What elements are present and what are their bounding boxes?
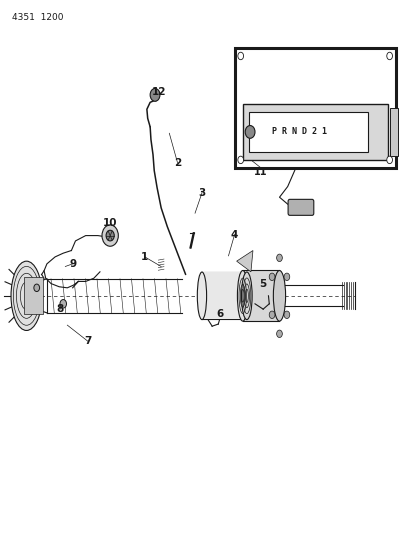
Circle shape [106, 230, 114, 241]
Text: 9: 9 [69, 259, 76, 269]
Text: 6: 6 [216, 310, 223, 319]
Text: 5: 5 [259, 279, 267, 288]
Circle shape [269, 311, 275, 319]
Text: 1: 1 [141, 252, 149, 262]
Text: 10: 10 [103, 218, 118, 228]
Text: 7: 7 [84, 336, 91, 346]
Circle shape [150, 88, 160, 101]
Bar [243, 104, 388, 160]
Circle shape [238, 156, 244, 164]
Circle shape [284, 311, 290, 319]
Circle shape [60, 300, 67, 308]
Bar [202, 272, 247, 319]
Polygon shape [237, 251, 253, 272]
Circle shape [284, 273, 290, 280]
Circle shape [34, 284, 40, 292]
Bar [24, 277, 43, 314]
FancyBboxPatch shape [288, 199, 314, 215]
Ellipse shape [11, 261, 42, 330]
Ellipse shape [237, 271, 248, 321]
Text: 11: 11 [253, 167, 267, 176]
Circle shape [245, 126, 255, 139]
Bar [243, 271, 279, 321]
Bar [390, 108, 398, 156]
Bar [249, 112, 368, 152]
Text: P R N D 2 1: P R N D 2 1 [273, 127, 327, 135]
Text: 4351  1200: 4351 1200 [12, 13, 64, 22]
Circle shape [387, 52, 392, 60]
Circle shape [269, 273, 275, 280]
Text: 8: 8 [57, 304, 64, 314]
Circle shape [277, 254, 282, 262]
Text: 4: 4 [231, 230, 238, 239]
Circle shape [277, 330, 282, 337]
Circle shape [102, 225, 118, 246]
Ellipse shape [197, 272, 206, 320]
Circle shape [238, 52, 244, 60]
Ellipse shape [273, 271, 286, 321]
Text: 12: 12 [152, 87, 166, 96]
Bar [235, 48, 396, 168]
Text: 3: 3 [198, 188, 206, 198]
Circle shape [387, 156, 392, 164]
Text: 2: 2 [174, 158, 181, 167]
Ellipse shape [242, 272, 252, 320]
